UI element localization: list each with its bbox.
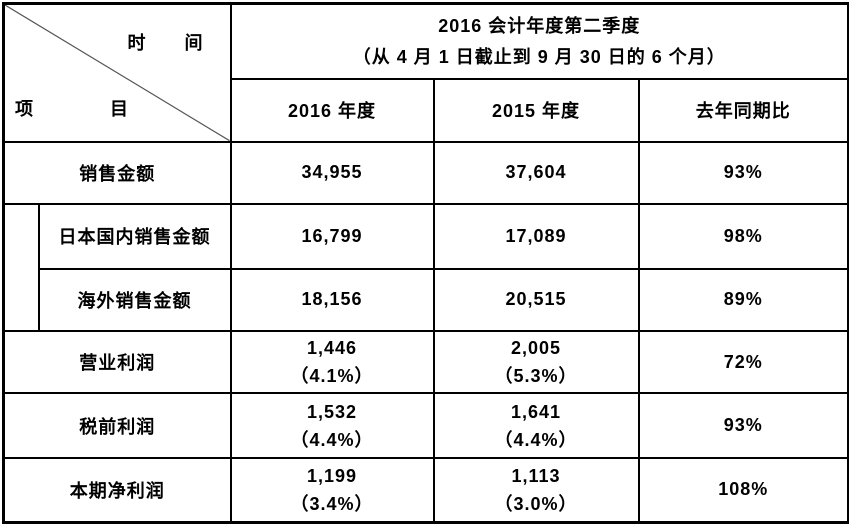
net-profit-2015-value: 1,113 (511, 465, 561, 486)
row-period-header: 时 间 项 目 2016 会计年度第二季度 （从 4 月 1 日截止到 9 月 … (2, 2, 849, 143)
pretax-profit-2015-cell: 1,641 （4.4%） (432, 392, 640, 459)
operating-profit-2016-value: 1,446 (306, 338, 358, 359)
operating-profit-2015-cell: 2,005 （5.3%） (432, 330, 640, 395)
operating-profit-2015-margin: （5.3%） (494, 366, 578, 387)
net-profit-2016-value: 1,199 (306, 465, 358, 486)
net-profit-2016-margin: （3.4%） (290, 493, 374, 514)
sales-2016-cell: 34,955 (229, 140, 435, 206)
operating-profit-2016-margin: （4.1%） (290, 366, 374, 387)
column-header-yoy: 去年同期比 (637, 78, 849, 143)
domestic-sales-label-cell: 日本国内销售金额 (37, 203, 232, 270)
net-profit-yoy-cell: 108% (637, 456, 849, 524)
overseas-sales-2016-cell: 18,156 (229, 267, 435, 333)
column-header-2015: 2015 年度 (432, 78, 640, 143)
period-header-cell: 2016 会计年度第二季度 （从 4 月 1 日截止到 9 月 30 日的 6 … (229, 2, 849, 81)
overseas-sales-label-cell: 海外销售金额 (37, 267, 232, 333)
operating-profit-2015-value: 2,005 (510, 338, 562, 359)
row-net-profit: 本期净利润 1,199 （3.4%） 1,113 （3.0%） 108% (2, 456, 849, 524)
row-operating-profit: 营业利润 1,446 （4.1%） 2,005 （5.3%） 72% (2, 330, 849, 395)
sales-2015-cell: 37,604 (432, 140, 640, 206)
row-column-headers: 2016 年度 2015 年度 去年同期比 (4, 78, 849, 143)
pretax-profit-2016-value: 1,532 (306, 401, 358, 422)
pretax-profit-2016-cell: 1,532 （4.4%） (229, 392, 435, 459)
corner-cell: 时 间 项 目 (2, 2, 232, 143)
operating-profit-2016-cell: 1,446 （4.1%） (229, 330, 435, 395)
row-sales: 销售金额 34,955 37,604 93% (2, 140, 849, 206)
pretax-profit-label-cell: 税前利润 (2, 392, 232, 459)
row-overseas-sales: 海外销售金额 18,156 20,515 89% (4, 267, 849, 333)
pretax-profit-2015-value: 1,641 (510, 401, 562, 422)
pretax-profit-yoy-cell: 93% (637, 392, 849, 459)
row-pretax-profit: 税前利润 1,532 （4.4%） 1,641 （4.4%） 93% (2, 392, 849, 459)
corner-label-time: 时 间 (127, 33, 204, 53)
operating-profit-label-cell: 营业利润 (2, 330, 232, 395)
domestic-sales-2015-cell: 17,089 (432, 203, 640, 270)
sub-row-indent-spacer (2, 203, 40, 333)
net-profit-2015-cell: 1,113 （3.0%） (432, 456, 640, 524)
overseas-sales-yoy-cell: 89% (637, 267, 849, 333)
sales-label-cell: 销售金额 (2, 140, 232, 206)
operating-profit-yoy-cell: 72% (637, 330, 849, 395)
period-subtitle: （从 4 月 1 日截止到 9 月 30 日的 6 个月） (352, 46, 726, 67)
net-profit-2015-margin: （3.0%） (494, 493, 578, 514)
period-title: 2016 会计年度第二季度 (438, 15, 641, 36)
pretax-profit-2015-margin: （4.4%） (494, 429, 578, 450)
net-profit-2016-cell: 1,199 （3.4%） (229, 456, 435, 524)
column-header-2016: 2016 年度 (229, 78, 435, 143)
overseas-sales-2015-cell: 20,515 (432, 267, 640, 333)
pretax-profit-2016-margin: （4.4%） (290, 429, 374, 450)
sales-yoy-cell: 93% (637, 140, 849, 206)
corner-label-item: 项 目 (15, 98, 129, 119)
diagonal-line (5, 5, 229, 140)
domestic-sales-yoy-cell: 98% (637, 203, 849, 270)
net-profit-label-cell: 本期净利润 (2, 456, 232, 524)
domestic-sales-2016-cell: 16,799 (229, 203, 435, 270)
row-domestic-sales: 日本国内销售金额 16,799 17,089 98% (2, 203, 849, 333)
